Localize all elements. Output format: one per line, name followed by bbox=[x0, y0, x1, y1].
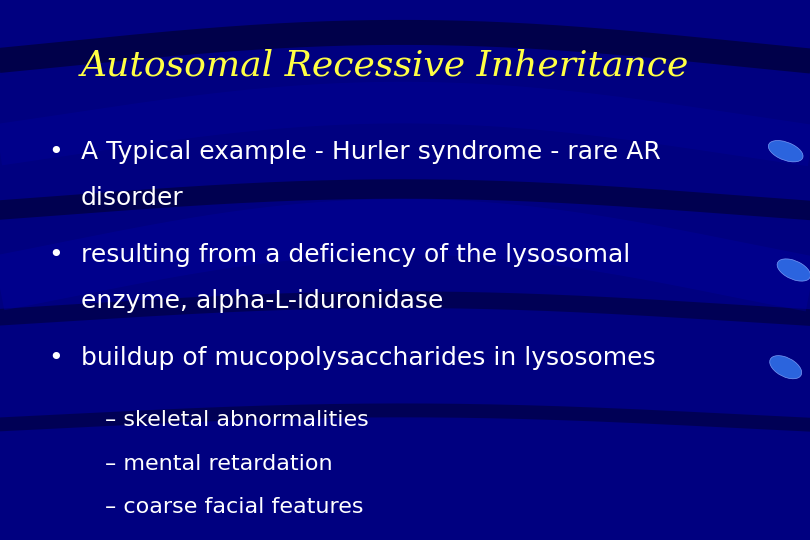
Text: A Typical example - Hurler syndrome - rare AR: A Typical example - Hurler syndrome - ra… bbox=[81, 140, 661, 164]
Text: •: • bbox=[49, 243, 63, 267]
Text: – coarse facial features: – coarse facial features bbox=[105, 497, 364, 517]
Ellipse shape bbox=[770, 356, 802, 379]
Text: enzyme, alpha-L-iduronidase: enzyme, alpha-L-iduronidase bbox=[81, 289, 443, 313]
Text: buildup of mucopolysaccharides in lysosomes: buildup of mucopolysaccharides in lysoso… bbox=[81, 346, 655, 369]
Text: •: • bbox=[49, 346, 63, 369]
Text: – mental retardation: – mental retardation bbox=[105, 454, 333, 474]
Ellipse shape bbox=[777, 259, 810, 281]
Text: disorder: disorder bbox=[81, 186, 184, 210]
Ellipse shape bbox=[769, 140, 803, 162]
Text: resulting from a deficiency of the lysosomal: resulting from a deficiency of the lysos… bbox=[81, 243, 630, 267]
Text: – skeletal abnormalities: – skeletal abnormalities bbox=[105, 410, 369, 430]
Text: •: • bbox=[49, 140, 63, 164]
Text: Autosomal Recessive Inheritance: Autosomal Recessive Inheritance bbox=[81, 49, 689, 83]
